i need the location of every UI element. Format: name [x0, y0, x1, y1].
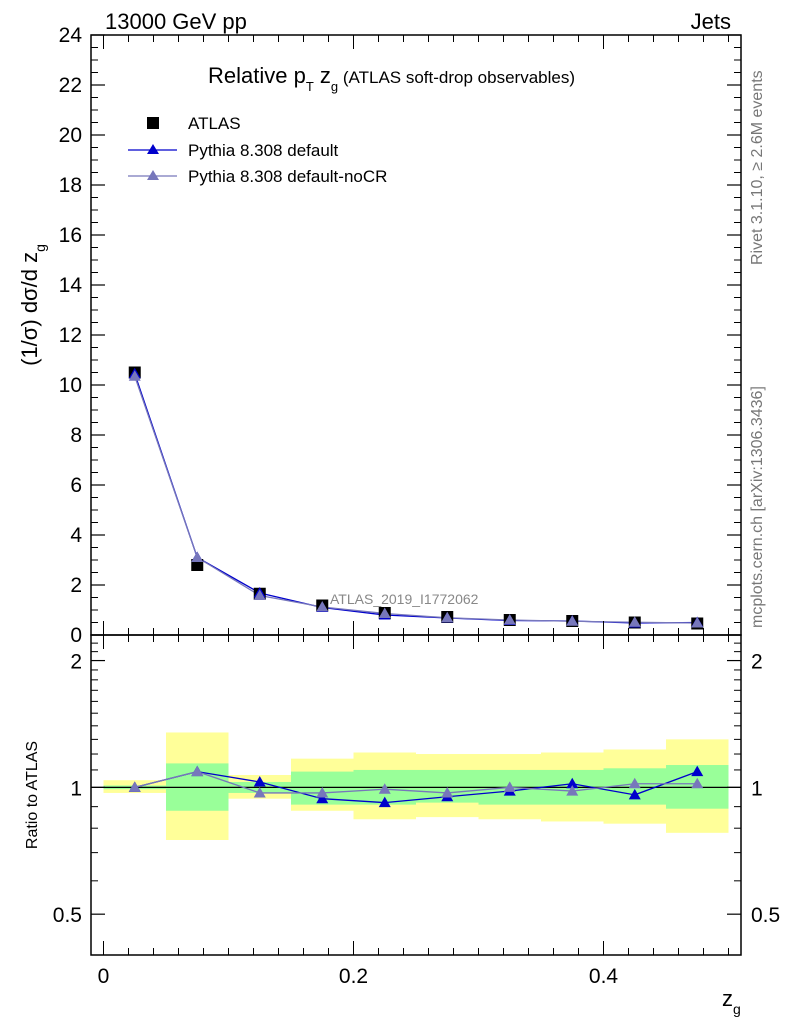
ratio-point-nocr [128, 781, 141, 792]
main-y-tick-label: 0 [70, 624, 82, 647]
legend: ATLAS Pythia 8.308 default Pythia 8.308 … [128, 114, 387, 186]
x-tick-label: 0 [98, 965, 110, 988]
point-nocr [566, 615, 579, 626]
category-label: Jets [691, 9, 731, 34]
legend-atlas-marker [147, 117, 159, 129]
ratio-uncertainty-bands [91, 732, 741, 841]
point-nocr [441, 611, 454, 623]
main-y-tick-label: 14 [59, 274, 83, 297]
ratio-y-tick-label-right: 0.5 [751, 904, 780, 927]
main-y-axis-label: (1/σ) dσ/d zg [17, 244, 48, 366]
main-y-tick-label: 2 [70, 574, 82, 597]
main-y-tick-label: 22 [59, 74, 82, 97]
ratio-point-nocr [503, 781, 516, 792]
ratio-point-default [691, 765, 704, 777]
point-nocr [503, 614, 516, 625]
main-y-tick-label: 8 [70, 424, 82, 447]
legend-nocr-marker [147, 170, 159, 180]
ratio-default-line [134, 770, 698, 804]
legend-default-label: Pythia 8.308 default [188, 141, 339, 160]
ratio-markers [128, 765, 704, 808]
main-y-tick-label: 16 [59, 224, 82, 247]
mcplots-label: mcplots.cern.ch [arXiv:1306.3436] [749, 386, 766, 628]
main-markers [128, 366, 704, 630]
ratio-point-nocr [691, 777, 704, 789]
point-nocr [253, 589, 266, 600]
main-y-tick-label: 4 [70, 524, 82, 547]
rivet-version-label: Rivet 3.1.10, ≥ 2.6M events [749, 70, 766, 265]
main-y-tick-label: 24 [59, 24, 83, 47]
ratio-point-nocr [566, 785, 579, 796]
main-y-tick-label: 6 [70, 474, 82, 497]
ratio-point-nocr [316, 786, 329, 798]
legend-atlas-label: ATLAS [188, 114, 241, 133]
ratio-point-nocr [378, 783, 391, 794]
point-nocr [628, 616, 641, 627]
main-y-tick-label: 20 [59, 124, 82, 147]
series-default-line [134, 373, 698, 624]
ratio-panel: 0.5 0.5 1 1 2 2 0 0.2 0.4 Ratio to ATLAS zg [24, 634, 780, 1017]
ratio-y-tick-label-right: 1 [751, 777, 763, 800]
ratio-point-default [628, 788, 641, 800]
legend-default-marker [147, 144, 159, 154]
x-tick-label: 0.2 [339, 965, 368, 988]
ratio-series-lines [134, 770, 698, 804]
ratio-point-nocr [253, 786, 266, 798]
x-tick-label: 0.4 [589, 965, 619, 988]
ratio-y-tick-label-left: 2 [70, 651, 82, 674]
point-nocr [691, 617, 704, 628]
ratio-point-default [253, 775, 266, 787]
ratio-point-nocr [628, 777, 641, 789]
legend-nocr-label: Pythia 8.308 default-noCR [188, 167, 387, 186]
main-y-tick-label: 18 [59, 174, 82, 197]
main-y-tick-label: 12 [59, 324, 82, 347]
plot-title: Relative pT zg (ATLAS soft-drop observab… [208, 63, 575, 94]
analysis-reference-label: ATLAS_2019_I1772062 [330, 591, 479, 607]
main-y-tick-label: 10 [59, 374, 82, 397]
ratio-axis-ticks: 0.5 0.5 1 1 2 2 0 0.2 0.4 [53, 635, 780, 988]
ratio-y-tick-label-left: 1 [70, 777, 82, 800]
series-nocr-line [134, 376, 698, 624]
ratio-y-tick-label-right: 2 [751, 651, 763, 674]
point-nocr [316, 601, 329, 612]
ratio-y-axis-label: Ratio to ATLAS [24, 741, 41, 849]
main-series-lines [134, 373, 698, 624]
ratio-frame [90, 634, 742, 956]
collision-label: 13000 GeV pp [105, 9, 247, 34]
x-axis-label: zg [722, 986, 741, 1017]
ratio-point-default [378, 796, 391, 808]
ratio-point-nocr [441, 786, 454, 798]
point-nocr [378, 607, 391, 618]
ratio-y-tick-label-left: 0.5 [53, 904, 82, 927]
point-nocr [191, 551, 204, 562]
ratio-nocr-line [134, 770, 698, 794]
point-nocr [128, 370, 141, 381]
ratio-point-nocr [191, 765, 204, 777]
ratio-point-default [566, 777, 579, 789]
ratio-point-default [316, 792, 329, 804]
